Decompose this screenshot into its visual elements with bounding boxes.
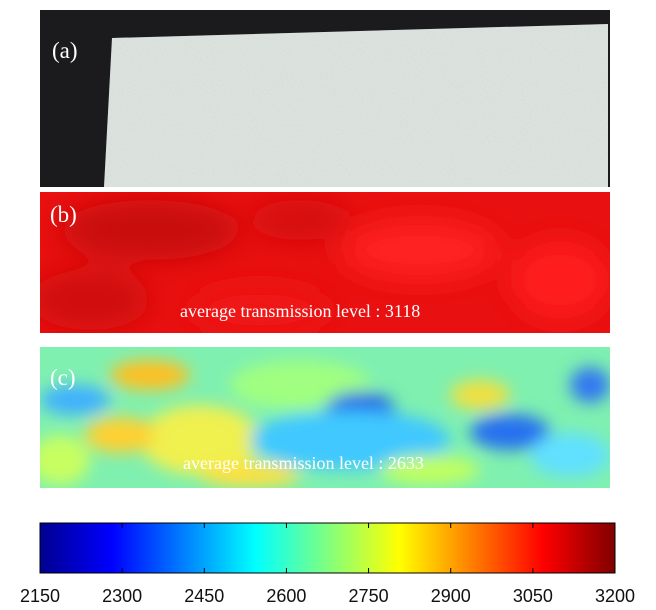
panel-c: (c) average transmission level : 2633	[40, 347, 610, 488]
panel-label: (c)	[50, 365, 76, 390]
panel-label: (a)	[52, 38, 78, 63]
annotation: average transmission level : 2633	[183, 453, 424, 473]
tick-label: 2750	[349, 586, 389, 606]
panel-a: (a)	[40, 10, 610, 187]
colorbar-gradient	[39, 522, 616, 574]
tick-label: 3050	[513, 586, 553, 606]
tick-label: 2600	[266, 586, 306, 606]
tick-label: 2900	[431, 586, 471, 606]
tick-label: 2450	[184, 586, 224, 606]
tick-label: 3200	[595, 586, 635, 606]
tick-label: 2150	[20, 586, 60, 606]
panel-b: (b) average transmission level : 3118	[40, 192, 610, 333]
colorbar: 2150 2300 2450 2600 2750 2900 3050 3200	[20, 522, 635, 606]
tick-label: 2300	[102, 586, 142, 606]
panel-label: (b)	[50, 202, 77, 227]
annotation: average transmission level : 3118	[180, 301, 420, 321]
